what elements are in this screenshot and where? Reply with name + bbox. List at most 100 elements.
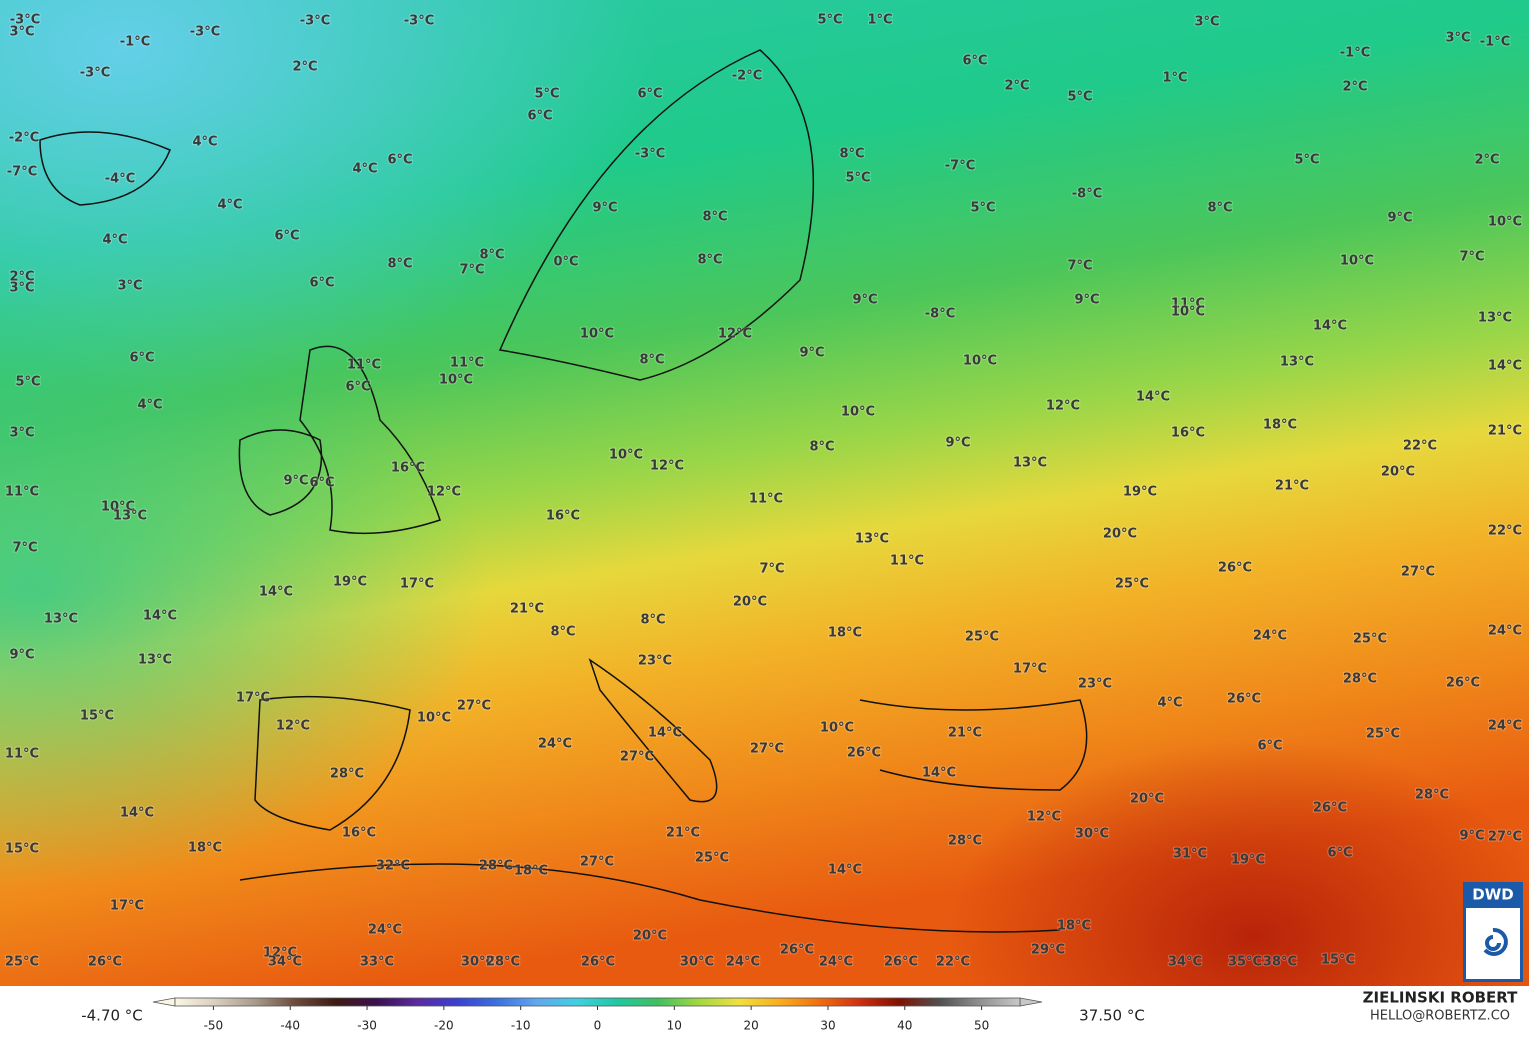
max-label: 37.50 °C — [1079, 1007, 1145, 1025]
temperature-label: 21°C — [1488, 424, 1522, 439]
temperature-label: 13°C — [113, 509, 147, 524]
black-sea — [859, 699, 1088, 791]
temperature-label: 10°C — [101, 500, 135, 515]
temperature-label: 13°C — [1013, 456, 1047, 471]
iberia — [254, 695, 411, 831]
temperature-label: -1°C — [1480, 35, 1510, 50]
temperature-labels: -3°C3°C-3°C -3°C-1°C-3°C-3°C 2°C5°C 1°C 3°C3… — [4, 12, 1523, 971]
temperature-label: 19°C — [1231, 853, 1265, 868]
temperature-label: 26°C — [1313, 801, 1347, 816]
temperature-label: 2°C — [9, 270, 34, 285]
temperature-label: 28°C — [1343, 672, 1377, 687]
temperature-label: 12°C — [1027, 810, 1061, 825]
temperature-label: 16°C — [342, 826, 376, 841]
temperature-label: 30°C — [461, 955, 495, 970]
temperature-label: 8°C — [702, 210, 727, 225]
temperature-label: 9°C — [1459, 829, 1484, 844]
colorbar-tick-label: -30 — [357, 1019, 377, 1033]
temperature-label: 27°C — [1488, 830, 1522, 845]
temperature-label: 15°C — [5, 842, 39, 857]
credit-email: HELLO@ROBERTZ.CO — [1370, 1009, 1510, 1024]
temperature-label: 9°C — [1387, 211, 1412, 226]
logo-swirl — [1483, 927, 1508, 956]
temperature-label: 5°C — [15, 375, 40, 390]
temperature-label: 6°C — [962, 54, 987, 69]
temperature-label: 21°C — [510, 602, 544, 617]
temperature-label: 8°C — [697, 253, 722, 268]
temperature-label: 8°C — [387, 257, 412, 272]
temperature-label: 33°C — [360, 955, 394, 970]
temperature-label: 9°C — [852, 293, 877, 308]
temperature-label: 11°C — [5, 747, 39, 762]
temperature-label: 18°C — [514, 864, 548, 879]
temperature-label: 2°C — [1474, 153, 1499, 168]
colorbar-tick-label: -10 — [511, 1019, 531, 1033]
temperature-label: 5°C — [534, 87, 559, 102]
temperature-label: 34°C — [1168, 955, 1202, 970]
temperature-label: 12°C — [427, 485, 461, 500]
temperature-label: 1°C — [867, 13, 892, 28]
temperature-label: 21°C — [666, 826, 700, 841]
temperature-label: 11°C — [450, 356, 484, 371]
temperature-label: 6°C — [309, 276, 334, 291]
temperature-label: 5°C — [817, 13, 842, 28]
temperature-label: 4°C — [137, 398, 162, 413]
temperature-label: 26°C — [847, 746, 881, 761]
temperature-label: 2°C — [1342, 80, 1367, 95]
temperature-label: 3°C — [9, 25, 34, 40]
temperature-label: 15°C — [80, 709, 114, 724]
temperature-label: 28°C — [948, 834, 982, 849]
temperature-label: 17°C — [400, 577, 434, 592]
temperature-label: 6°C — [309, 476, 334, 491]
temperature-label: 12°C — [1046, 399, 1080, 414]
temperature-label: 21°C — [1275, 479, 1309, 494]
temperature-label: 28°C — [1415, 788, 1449, 803]
temperature-label: 10°C — [1171, 305, 1205, 320]
temperature-label: 7°C — [759, 562, 784, 577]
temperature-label: 8°C — [1207, 201, 1232, 216]
temperature-label: 7°C — [12, 541, 37, 556]
colorbar-tick-label: -40 — [280, 1019, 300, 1033]
temperature-label: 19°C — [1123, 485, 1157, 500]
temperature-label: 14°C — [828, 863, 862, 878]
temperature-label: 9°C — [799, 346, 824, 361]
temperature-label: 28°C — [486, 955, 520, 970]
temperature-label: 17°C — [236, 691, 270, 706]
temperature-label: -2°C — [9, 131, 39, 146]
temperature-label: -7°C — [945, 159, 975, 174]
temperature-label: 6°C — [527, 109, 552, 124]
temperature-label: 9°C — [945, 436, 970, 451]
colorbar-tick-label: -20 — [434, 1019, 454, 1033]
temperature-label: 10°C — [963, 354, 997, 369]
temperature-label: 4°C — [102, 233, 127, 248]
min-label: -4.70 °C — [81, 1007, 143, 1025]
colorbar-tick-label: 50 — [974, 1019, 989, 1033]
temperature-label: 14°C — [1313, 319, 1347, 334]
temperature-label: 13°C — [138, 653, 172, 668]
temperature-label: 7°C — [1459, 250, 1484, 265]
temperature-label: 7°C — [459, 263, 484, 278]
temperature-label: 25°C — [695, 851, 729, 866]
temperature-label: 13°C — [1280, 355, 1314, 370]
temperature-label: -2°C — [732, 69, 762, 84]
temperature-label: 8°C — [479, 248, 504, 263]
temperature-label: 12°C — [718, 327, 752, 342]
temperature-label: -1°C — [1340, 46, 1370, 61]
temperature-label: 8°C — [640, 613, 665, 628]
africa-coast — [239, 863, 1061, 933]
temperature-label: 6°C — [637, 87, 662, 102]
ireland — [238, 429, 323, 516]
temperature-label: -3°C — [300, 14, 330, 29]
temperature-label: 9°C — [283, 474, 308, 489]
colorbar-tick-label: 10 — [667, 1019, 682, 1033]
colorbar-tick-label: 40 — [897, 1019, 912, 1033]
temperature-label: 5°C — [845, 171, 870, 186]
britain — [299, 345, 441, 535]
temperature-label: 25°C — [1115, 577, 1149, 592]
temperature-label: -7°C — [7, 165, 37, 180]
temperature-label: 4°C — [192, 135, 217, 150]
footer-bg — [0, 986, 1529, 1035]
temperature-label: 24°C — [1253, 629, 1287, 644]
temperature-label: 26°C — [884, 955, 918, 970]
